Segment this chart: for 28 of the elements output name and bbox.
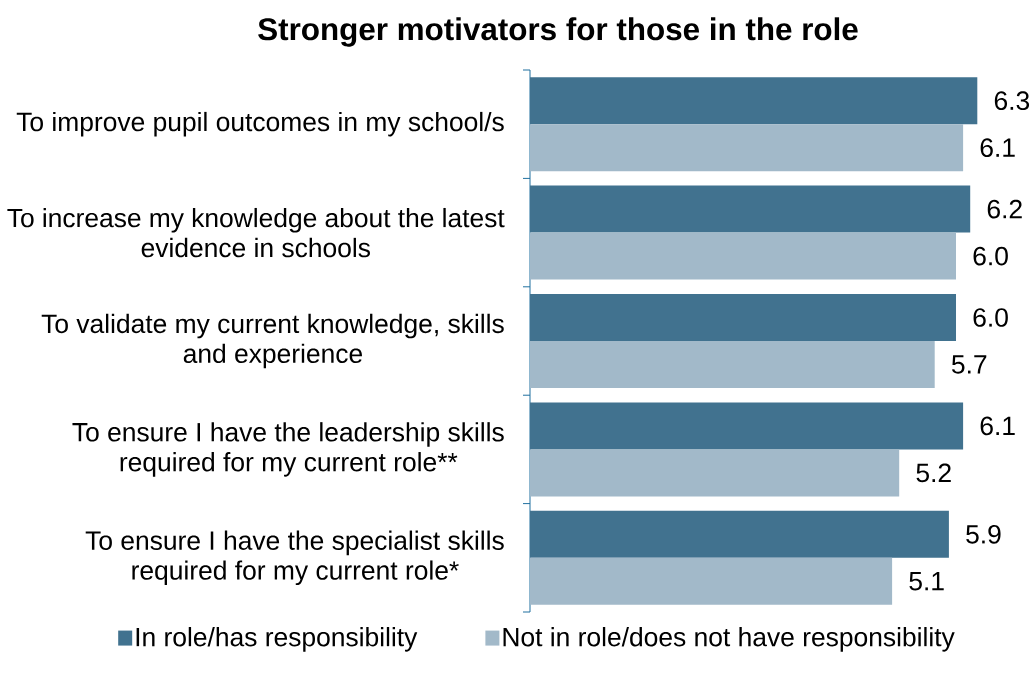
- bar: [530, 341, 935, 388]
- data-label: 5.7: [951, 355, 987, 374]
- y-tick-label: To validate my current knowledge, skills and experience: [41, 313, 504, 369]
- data-label: 6.2: [987, 199, 1022, 219]
- data-label: 5.9: [966, 524, 1001, 544]
- legend-label: Not in role/does not have responsibility: [503, 627, 955, 652]
- chart-title: Stronger motivators for those in the role: [258, 17, 858, 47]
- data-label: 6.0: [973, 308, 1008, 327]
- bar: [530, 402, 964, 450]
- bar: [530, 449, 900, 497]
- legend-label: In role/has responsibility: [136, 627, 418, 652]
- bar: [530, 185, 971, 233]
- bar: [530, 77, 978, 125]
- data-label: 5.1: [909, 572, 944, 591]
- data-label: 6.1: [980, 416, 1015, 436]
- data-label: 6.0: [973, 246, 1008, 266]
- bar: [530, 124, 964, 172]
- y-tick-label: To increase my knowledge about the latest evidence in schools: [7, 207, 505, 258]
- bar: [530, 294, 956, 341]
- data-label: 6.1: [980, 138, 1015, 158]
- data-label: 5.2: [916, 463, 951, 483]
- y-tick-label: To ensure I have the leadership skills required for my current role**: [72, 422, 504, 477]
- data-label: 6.3: [994, 91, 1030, 111]
- bar: [530, 557, 893, 605]
- y-tick-label: To improve pupil outcomes in my school/s: [16, 111, 504, 137]
- bar: [530, 510, 949, 558]
- bar: [530, 232, 956, 280]
- y-tick-label: To ensure I have the specialist skills required for my current role*: [85, 530, 504, 586]
